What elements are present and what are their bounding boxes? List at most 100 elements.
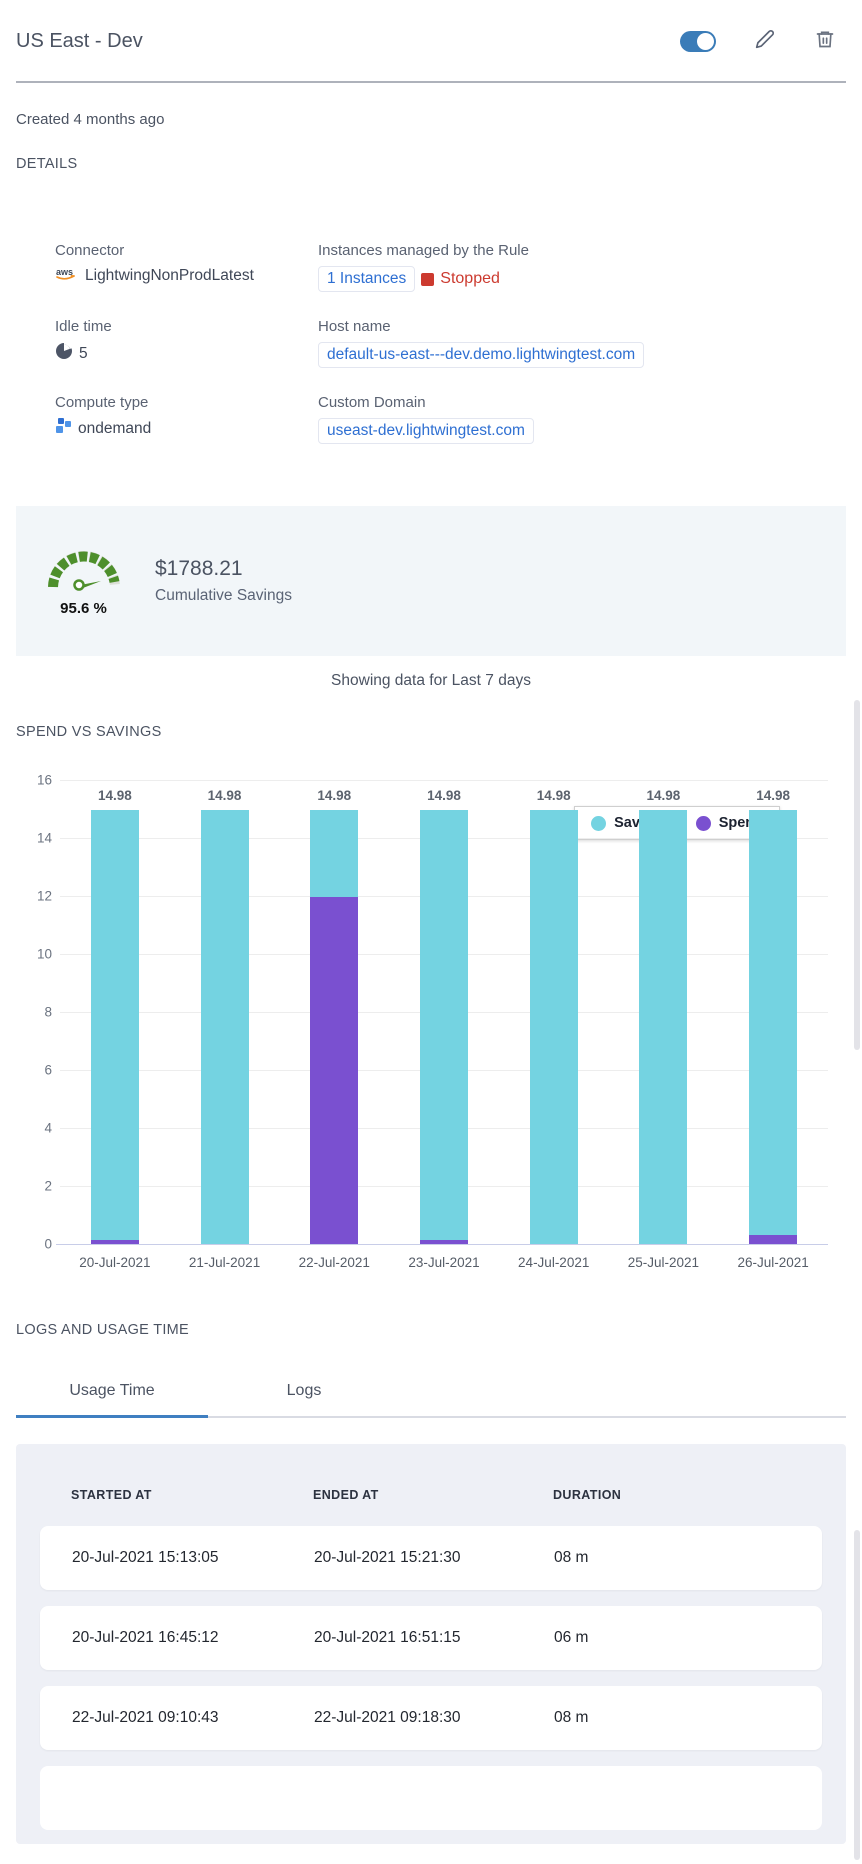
connector-field: Connector aws LightwingNonProdLatest (55, 242, 318, 292)
host-name-field: Host name default-us-east---dev.demo.lig… (318, 318, 846, 368)
bar-total-label: 14.98 (536, 787, 571, 803)
connector-value: LightwingNonProdLatest (85, 267, 254, 284)
table-cell: 22-Jul-2021 09:10:43 (72, 1709, 219, 1726)
bar-20-Jul-2021[interactable] (90, 809, 139, 1244)
custom-domain-field: Custom Domain useast-dev.lightwingtest.c… (318, 394, 846, 444)
instances-link[interactable]: 1 Instances (318, 266, 416, 292)
spend-savings-chart: SavingsSpend 024681012141614.9820-Jul-20… (16, 744, 846, 1292)
connector-label: Connector (55, 242, 125, 259)
table-header: STARTED AT ENDED AT DURATION (40, 1488, 822, 1502)
squares-icon (55, 418, 72, 440)
page-scrollbar-thumb[interactable] (854, 700, 860, 1050)
x-axis-label: 21-Jul-2021 (188, 1255, 261, 1270)
table-row-partial[interactable] (40, 1766, 822, 1830)
table-cell: 22-Jul-2021 09:18:30 (314, 1709, 461, 1726)
y-tick-label: 8 (44, 1004, 52, 1020)
table-scrollbar-thumb[interactable] (854, 1530, 860, 1860)
bar-total-label: 14.98 (756, 787, 791, 803)
spend-segment (749, 1235, 798, 1244)
page-title: US East - Dev (16, 30, 143, 52)
legend-dot (591, 815, 607, 831)
x-axis-label: 25-Jul-2021 (627, 1255, 700, 1270)
y-tick-label: 6 (44, 1062, 52, 1078)
details-section-title: DETAILS (16, 156, 78, 172)
custom-domain-label: Custom Domain (318, 394, 426, 411)
toggle-knob (697, 33, 714, 50)
table-row[interactable]: 22-Jul-2021 09:10:43 22-Jul-2021 09:18:30… (40, 1686, 822, 1750)
edit-button[interactable] (754, 30, 776, 53)
instances-label: Instances managed by the Rule (318, 242, 529, 259)
instances-status: Stopped (440, 270, 500, 287)
bar-total-label: 14.98 (427, 787, 461, 803)
svg-text:aws: aws (56, 267, 73, 277)
y-tick-label: 0 (44, 1236, 52, 1252)
stop-square-icon (421, 272, 435, 286)
y-tick-label: 10 (36, 946, 52, 962)
y-tick-label: 4 (44, 1120, 52, 1136)
spend-segment (90, 1239, 139, 1244)
x-axis-label: 22-Jul-2021 (298, 1255, 370, 1270)
trash-icon (815, 29, 835, 54)
savings-segment (639, 809, 688, 1244)
aws-icon: aws (55, 266, 79, 286)
table-cell: 06 m (554, 1629, 589, 1646)
delete-button[interactable] (814, 31, 836, 53)
header-divider (16, 81, 846, 83)
x-axis-label: 23-Jul-2021 (408, 1255, 480, 1270)
bar-23-Jul-2021[interactable] (420, 809, 468, 1244)
tab-logs[interactable]: Logs (286, 1382, 322, 1399)
period-note: Showing data for Last 7 days (331, 672, 531, 689)
idle-time-value: 5 (79, 344, 88, 362)
table-row[interactable]: 20-Jul-2021 15:13:05 20-Jul-2021 15:21:30… (40, 1526, 822, 1590)
savings-segment (529, 809, 578, 1244)
compute-type-field: Compute type ondemand (55, 394, 318, 444)
table-row[interactable]: 20-Jul-2021 16:45:12 20-Jul-2021 16:51:15… (40, 1606, 822, 1670)
savings-segment (749, 809, 798, 1236)
bar-total-label: 14.98 (317, 787, 352, 803)
bar-24-Jul-2021[interactable] (529, 809, 578, 1244)
bar-total-label: 14.98 (207, 787, 242, 803)
table-cell: 08 m (554, 1549, 589, 1566)
compute-type-label: Compute type (55, 394, 149, 411)
bar-21-Jul-2021[interactable] (200, 809, 249, 1244)
usage-table-panel: STARTED AT ENDED AT DURATION 20-Jul-2021 1… (16, 1444, 846, 1844)
savings-segment (310, 809, 359, 898)
logs-tabs: Usage Time Logs (16, 1372, 846, 1418)
savings-segment (420, 809, 468, 1240)
savings-caption: Cumulative Savings (155, 587, 292, 604)
x-axis-label: 26-Jul-2021 (737, 1255, 809, 1270)
host-name-label: Host name (318, 318, 391, 335)
cumulative-savings-panel: 95.6 % $1788.21 Cumulative Savings (16, 506, 846, 656)
bar-25-Jul-2021[interactable] (639, 809, 688, 1244)
column-header: DURATION (553, 1488, 622, 1502)
spend-segment (310, 897, 359, 1244)
savings-amount: $1788.21 (155, 557, 243, 580)
bar-total-label: 14.98 (97, 787, 132, 803)
host-name-link[interactable]: default-us-east---dev.demo.lightwingtest… (318, 342, 645, 368)
custom-domain-link[interactable]: useast-dev.lightwingtest.com (318, 418, 534, 444)
column-header: STARTED AT (71, 1488, 152, 1502)
table-cell: 20-Jul-2021 15:21:30 (314, 1549, 461, 1566)
y-tick-label: 12 (36, 888, 52, 904)
details-grid: Connector aws LightwingNonProdLatest Ins… (55, 242, 846, 444)
x-axis-line (56, 1244, 828, 1245)
rule-enabled-toggle[interactable] (680, 31, 716, 52)
savings-segment (90, 809, 139, 1240)
bar-26-Jul-2021[interactable] (749, 809, 798, 1244)
savings-gauge-icon (45, 551, 123, 597)
idle-time-label: Idle time (55, 318, 112, 335)
compute-type-value: ondemand (78, 420, 152, 437)
header-controls (680, 30, 846, 53)
spend-segment (420, 1239, 468, 1244)
table-cell: 20-Jul-2021 15:13:05 (72, 1549, 219, 1566)
bar-22-Jul-2021[interactable] (310, 809, 359, 1244)
header: US East - Dev (0, 0, 862, 53)
tab-usage-time[interactable]: Usage Time (16, 1372, 208, 1418)
created-text: Created 4 months ago (16, 111, 165, 128)
savings-percent: 95.6 % (60, 600, 107, 617)
y-tick-label: 14 (36, 830, 52, 846)
table-cell: 20-Jul-2021 16:45:12 (72, 1629, 219, 1646)
column-header: ENDED AT (313, 1488, 379, 1502)
y-tick-label: 2 (44, 1178, 52, 1194)
